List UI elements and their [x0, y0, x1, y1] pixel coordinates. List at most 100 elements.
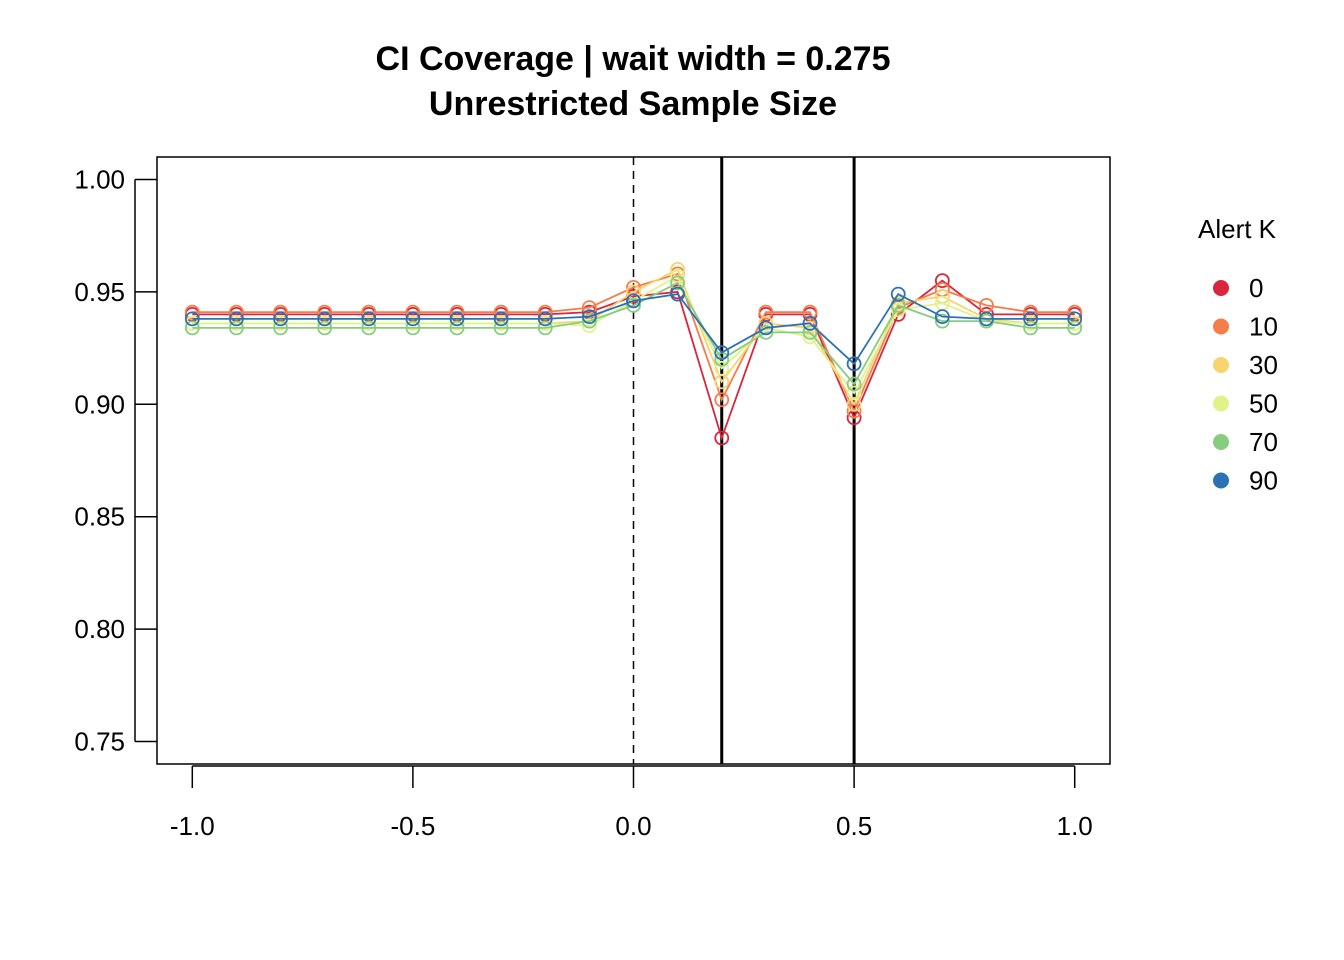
legend-swatch [1213, 318, 1229, 335]
data-point [449, 311, 465, 327]
y-tick-label: 0.80 [74, 614, 125, 644]
data-point [670, 286, 686, 302]
reference-lines [632, 157, 856, 764]
data-point [890, 286, 906, 302]
data-point [537, 315, 553, 331]
data-point [317, 315, 333, 331]
data-point [317, 320, 333, 336]
data-point [229, 315, 244, 331]
data-point [626, 297, 641, 313]
data-point [361, 320, 377, 336]
data-point [758, 315, 774, 331]
legend-label: 70 [1249, 427, 1278, 457]
series-line [192, 272, 1075, 414]
legend-items: 0 10 30 50 70 90 [1213, 273, 1278, 496]
y-tick-label: 0.75 [74, 727, 125, 757]
data-point [537, 320, 553, 336]
legend-item: 50 [1213, 389, 1278, 419]
data-point [802, 315, 818, 331]
legend-item: 0 [1213, 273, 1263, 303]
data-point [758, 304, 774, 320]
data-point [184, 304, 200, 320]
data-point [361, 315, 377, 331]
legend-item: 90 [1213, 466, 1278, 496]
legend-item: 30 [1213, 350, 1278, 380]
data-point [493, 320, 509, 336]
data-point [405, 311, 421, 327]
data-point [405, 320, 421, 336]
data-point [670, 275, 686, 291]
data-point [846, 356, 862, 372]
data-point [802, 324, 818, 340]
data-point [273, 311, 288, 327]
data-point [184, 315, 200, 331]
legend-label: 50 [1249, 389, 1278, 419]
data-point [714, 392, 730, 408]
x-tick-label: 1.0 [1057, 811, 1093, 841]
data-point [934, 273, 950, 289]
series-90 [184, 286, 1083, 372]
data-point [846, 385, 862, 401]
data-point [1067, 315, 1083, 331]
data-point [846, 376, 862, 392]
legend-label: 30 [1249, 350, 1278, 380]
data-point [449, 315, 465, 331]
series-line [192, 279, 1075, 441]
data-point [934, 309, 950, 325]
data-point [581, 309, 597, 325]
data-point [714, 345, 730, 360]
data-point [317, 311, 333, 327]
x-tick-label: -1.0 [170, 811, 215, 841]
data-point [581, 318, 597, 334]
series-line [192, 281, 1075, 386]
data-point [714, 430, 730, 446]
data-point [1067, 304, 1083, 320]
data-point [802, 304, 818, 320]
x-tick-label: -0.5 [390, 811, 435, 841]
data-point [626, 293, 641, 309]
data-point [405, 315, 421, 331]
legend-item: 10 [1213, 312, 1278, 342]
data-point [537, 311, 553, 327]
data-point [273, 320, 288, 336]
data-point [184, 311, 200, 327]
series-70 [184, 275, 1083, 392]
data-point [1067, 320, 1083, 336]
legend-swatch [1213, 280, 1229, 296]
data-point [846, 396, 862, 412]
data-point [229, 311, 244, 327]
y-tick-label: 1.00 [74, 164, 125, 194]
y-tick-label: 0.90 [74, 389, 125, 419]
data-point [493, 311, 509, 327]
y-axis: 0.75 0.80 0.85 0.90 0.95 1.00 [74, 164, 157, 757]
data-point [581, 313, 597, 329]
y-tick-label: 0.85 [74, 502, 125, 532]
series-line [192, 292, 1075, 366]
data-point [1023, 311, 1038, 327]
legend-label: 10 [1249, 312, 1278, 342]
x-axis: -1.0 -0.5 0.0 0.5 1.0 [170, 765, 1093, 841]
x-tick-label: 0.5 [836, 811, 872, 841]
legend-swatch [1213, 434, 1229, 450]
legend-swatch [1213, 395, 1229, 412]
data-point [934, 313, 950, 329]
series-layer [184, 262, 1083, 446]
y-tick-label: 0.95 [74, 277, 125, 307]
data-point [890, 302, 906, 318]
data-point [758, 320, 774, 336]
data-point [449, 320, 465, 336]
legend-swatch [1213, 472, 1229, 489]
data-point [1023, 315, 1038, 331]
legend-swatch [1213, 357, 1229, 373]
data-point [1023, 320, 1038, 336]
data-point [714, 360, 730, 376]
legend: Alert K 0 10 30 50 70 90 [1198, 214, 1278, 496]
data-point [229, 320, 244, 336]
legend-title: Alert K [1198, 214, 1277, 244]
data-point [493, 315, 509, 331]
legend-label: 90 [1249, 466, 1278, 496]
chart-subtitle: Unrestricted Sample Size [429, 85, 837, 123]
legend-item: 70 [1213, 427, 1278, 457]
chart-title: CI Coverage | wait width = 0.275 [376, 40, 891, 78]
